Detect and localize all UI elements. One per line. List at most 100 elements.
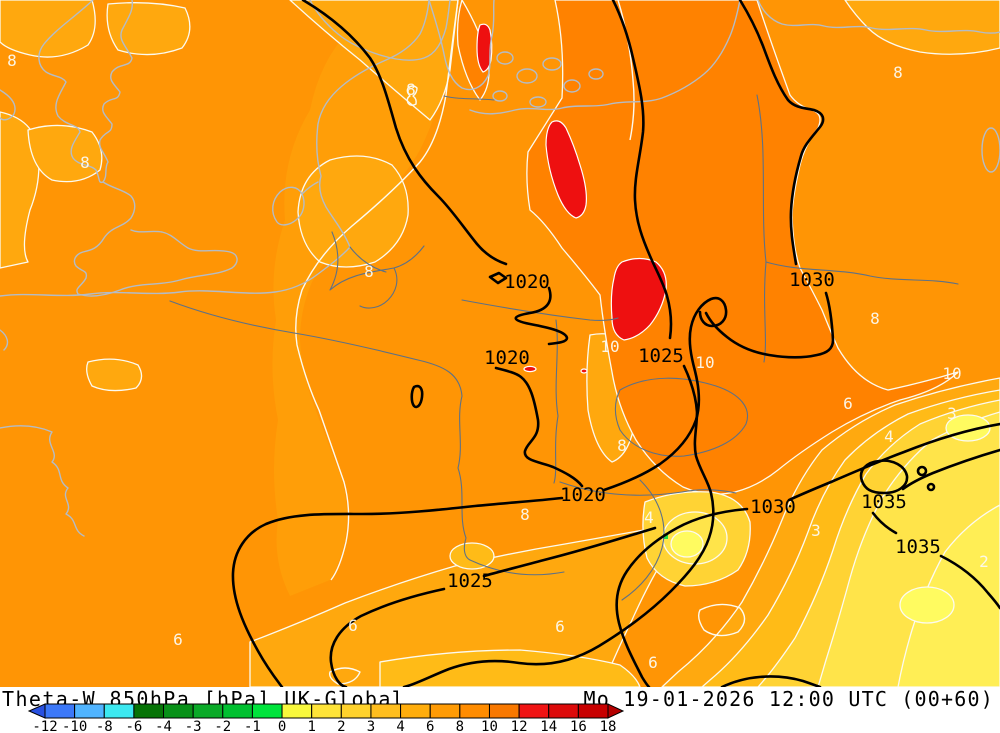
thetaw-label: 8 — [893, 63, 903, 82]
colorbar-tick-label: -6 — [125, 719, 142, 733]
isobar-1035-loop — [926, 482, 936, 492]
colorbar-over-arrow — [607, 703, 625, 719]
isobars — [231, 0, 1000, 687]
thetaw-label: 6 — [173, 630, 183, 649]
colorbar-segment — [163, 703, 194, 719]
colorbar-tick-label: 18 — [600, 719, 617, 733]
isobar-closed-oval — [410, 384, 424, 409]
colorbar-tick-label: -12 — [32, 719, 57, 733]
colorbar-tick-label: 12 — [511, 719, 528, 733]
colorbar-tick-label: 2 — [337, 719, 345, 733]
chart-footer: Theta-W 850hPa [hPa] UK-Global Mo 19-01-… — [0, 687, 1000, 733]
isobar-1030 — [704, 291, 835, 359]
colorbar-segment — [311, 703, 342, 719]
isobar-1020 — [301, 0, 508, 266]
thetaw-label: 4 — [884, 427, 894, 446]
colorbar-segment — [192, 703, 224, 719]
isobar-1025 — [329, 587, 446, 687]
thetaw-label: 8 — [870, 309, 880, 328]
thetaw-label: 6 — [555, 617, 565, 636]
isobar-label: 1020 — [560, 484, 606, 506]
country-borders — [169, 94, 959, 601]
isobar-label: 1030 — [789, 269, 835, 291]
colorbar-tick-label: 0 — [278, 719, 286, 733]
colorbar: -12 -10 -8 -6 -4 -3 -2 -1 0 1 2 3 4 6 8 10 12 14 16 18 — [27, 703, 625, 733]
isobar-1020 — [514, 286, 569, 346]
thetaw-contours — [295, 0, 746, 685]
colorbar-segment — [577, 703, 609, 719]
isobar-1035-loop — [916, 465, 928, 477]
isobar-label: 1020 — [504, 271, 550, 293]
colorbar-segment — [44, 703, 76, 719]
isobar-1025 — [611, 0, 673, 340]
isobar-1025 — [482, 526, 657, 578]
isobar-1025 — [402, 364, 715, 687]
colorbar-tick-label: -10 — [62, 719, 87, 733]
thetaw-label: 8 — [7, 51, 17, 70]
thetaw-red-cores — [476, 23, 667, 374]
colorbar-tick-label: -8 — [96, 719, 113, 733]
colorbar-segment — [133, 703, 165, 719]
isobar-1020 — [602, 296, 728, 492]
colorbar-tick-label: 3 — [367, 719, 375, 733]
thetaw-label: 8 — [406, 80, 416, 99]
colorbar-tick-label: -4 — [155, 719, 172, 733]
colorbar-tick-label: -3 — [185, 719, 202, 733]
thetaw-label: 6 — [648, 653, 658, 672]
colorbar-segment — [251, 703, 283, 719]
thetaw-label: 3 — [811, 521, 821, 540]
colorbar-tick-label: 4 — [396, 719, 404, 733]
isobar-1020 — [494, 366, 584, 488]
isobar-label: 1035 — [895, 536, 941, 558]
isobar-label: 1030 — [750, 496, 796, 518]
isobar-1035 — [901, 448, 1000, 491]
isobar-1035 — [871, 511, 898, 535]
colorbar-segment — [340, 703, 372, 719]
colorbar-tick-label: 1 — [307, 719, 315, 733]
isobar-label-layer: 1020 1020 1020 1025 1025 1030 1030 1035 1035 — [447, 269, 941, 592]
weather-map: 8 8 8 8 8 8 8 8 10 10 10 6 6 6 6 6 4 4 3 3 2 1020 1020 1020 102… — [0, 0, 1000, 687]
thetaw-label: 10 — [942, 364, 961, 383]
isobar-1030 — [720, 675, 822, 687]
colorbar-under-arrow — [27, 703, 46, 719]
thetaw-zero-spot — [663, 534, 668, 539]
isobar-1020 — [231, 496, 564, 687]
colorbar-segment — [281, 703, 313, 719]
colorbar-segment — [103, 703, 135, 719]
colorbar-tick-label: 10 — [481, 719, 498, 733]
isobar-1035 — [939, 554, 1000, 610]
colorbar-tick-label: 16 — [570, 719, 587, 733]
isobar-label: 1025 — [447, 570, 493, 592]
thetaw-label: 8 — [520, 505, 530, 524]
isobar-label: 1025 — [638, 345, 684, 367]
thetaw-label: 8 — [80, 153, 90, 172]
thetaw-light-patches — [0, 0, 1000, 463]
colorbar-segment — [222, 703, 253, 719]
colorbar-tick-label: 14 — [540, 719, 557, 733]
colorbar-segment — [459, 703, 490, 719]
isobar-closed-diamond — [488, 271, 508, 285]
colorbar-tick-label: -2 — [214, 719, 231, 733]
isobar-label: 1020 — [484, 347, 530, 369]
thetaw-label-layer: 8 8 8 8 8 8 8 8 10 10 10 6 6 6 6 6 4 4 3 3 2 — [7, 51, 989, 672]
colorbar-segment — [74, 703, 105, 719]
thetaw-label: 8 — [364, 262, 374, 281]
colorbar-tick-label: -1 — [244, 719, 261, 733]
thetaw-bottom-strip — [379, 649, 641, 687]
thetaw-bottom-band — [249, 527, 672, 687]
thetaw-label: 10 — [695, 353, 714, 372]
isobar-label: 1035 — [861, 491, 907, 513]
thetaw-region-westband — [272, 0, 458, 596]
colorbar-segment — [548, 703, 579, 719]
isobar-1030 — [615, 507, 749, 687]
isobar-1030 — [738, 0, 825, 266]
thetaw-yellow-bands — [449, 377, 1000, 687]
colorbar-tick-label: 6 — [426, 719, 434, 733]
colorbar-segment — [370, 703, 402, 719]
colorbar-segment — [429, 703, 461, 719]
colorbar-segment — [488, 703, 520, 719]
thetaw-label: 8 — [617, 436, 627, 455]
colorbar-segment — [400, 703, 431, 719]
